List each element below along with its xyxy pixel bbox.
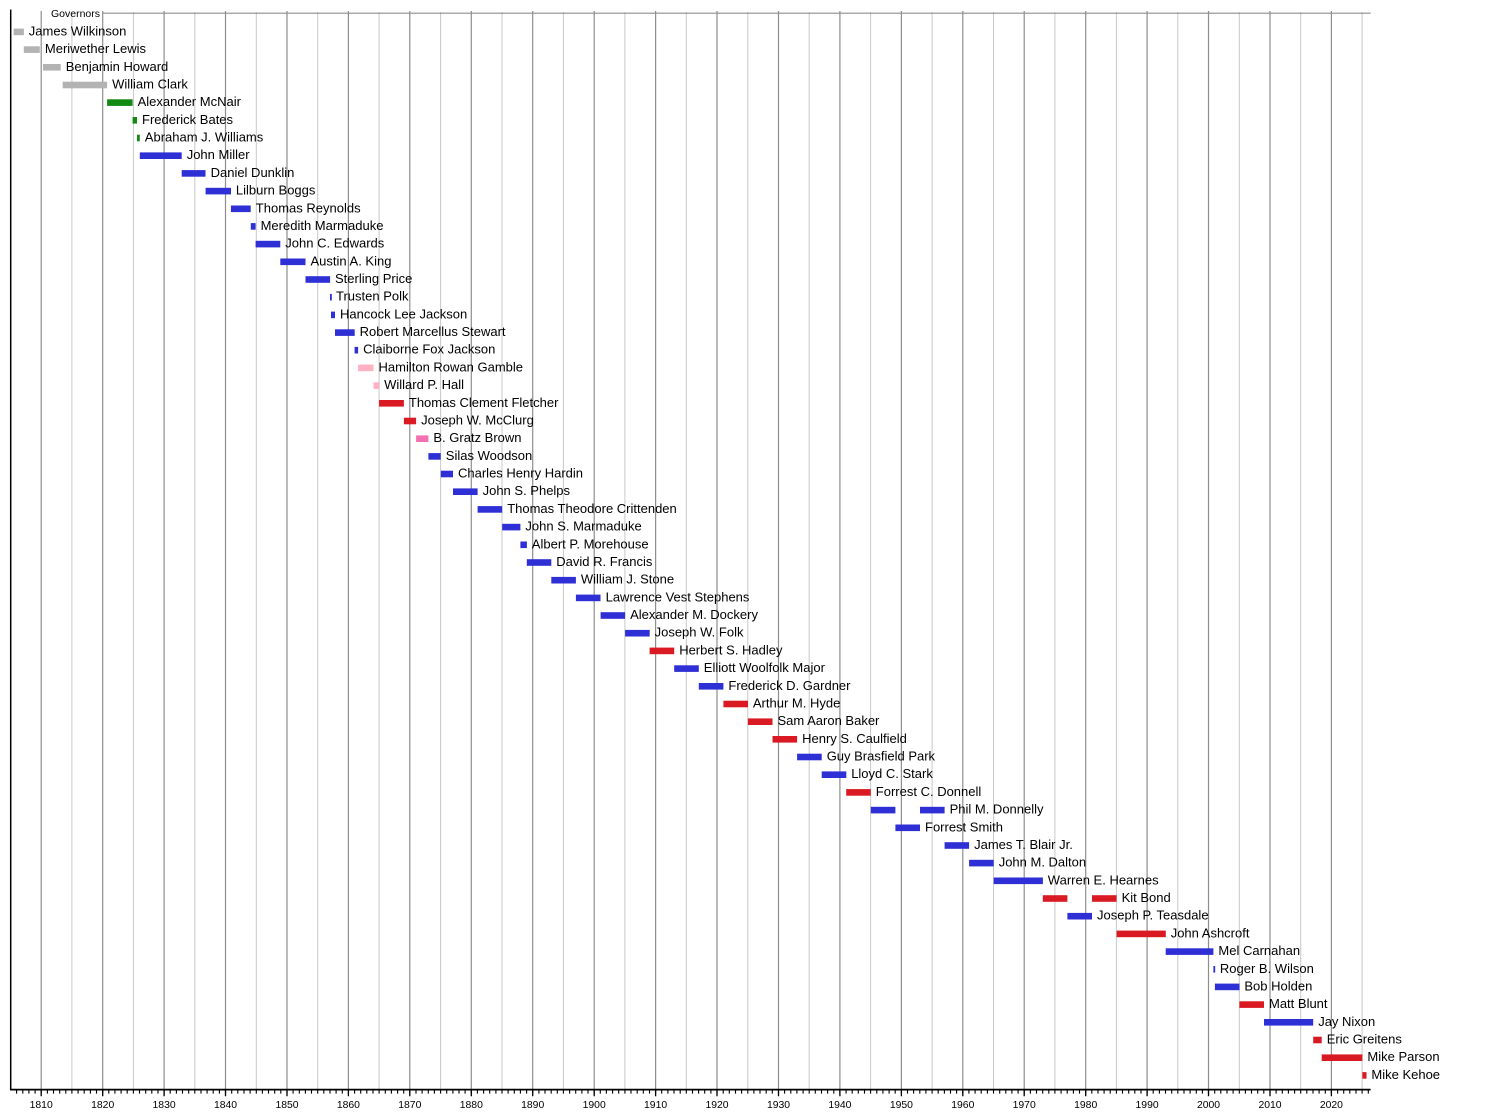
- svg-text:1840: 1840: [214, 1100, 237, 1110]
- svg-text:Alexander McNair: Alexander McNair: [138, 94, 242, 109]
- svg-text:John Ashcroft: John Ashcroft: [1171, 925, 1250, 940]
- svg-text:James T. Blair Jr.: James T. Blair Jr.: [974, 837, 1073, 852]
- svg-text:Trusten Polk: Trusten Polk: [336, 289, 409, 304]
- svg-text:1870: 1870: [398, 1100, 421, 1110]
- svg-text:2010: 2010: [1258, 1100, 1281, 1110]
- svg-text:1810: 1810: [30, 1100, 53, 1110]
- svg-text:John C. Edwards: John C. Edwards: [285, 236, 384, 251]
- svg-text:1930: 1930: [767, 1100, 790, 1110]
- svg-text:Forrest C. Donnell: Forrest C. Donnell: [876, 784, 982, 799]
- svg-text:Forrest Smith: Forrest Smith: [925, 819, 1003, 834]
- svg-text:Albert P. Morehouse: Albert P. Morehouse: [532, 536, 649, 551]
- svg-text:John Miller: John Miller: [187, 147, 251, 162]
- svg-text:Thomas Reynolds: Thomas Reynolds: [256, 200, 361, 215]
- svg-text:Meredith Marmaduke: Meredith Marmaduke: [261, 218, 384, 233]
- svg-text:1850: 1850: [275, 1100, 298, 1110]
- svg-text:1960: 1960: [951, 1100, 974, 1110]
- svg-text:1910: 1910: [644, 1100, 667, 1110]
- svg-text:Governors: Governors: [51, 8, 100, 20]
- svg-text:Frederick D. Gardner: Frederick D. Gardner: [728, 678, 851, 693]
- svg-text:Joseph W. McClurg: Joseph W. McClurg: [421, 413, 534, 428]
- svg-text:Phil M. Donnelly: Phil M. Donnelly: [950, 802, 1044, 817]
- svg-text:Claiborne Fox Jackson: Claiborne Fox Jackson: [363, 342, 495, 357]
- svg-text:Meriwether Lewis: Meriwether Lewis: [45, 41, 147, 56]
- svg-text:Benjamin Howard: Benjamin Howard: [66, 59, 169, 74]
- svg-text:William Clark: William Clark: [112, 77, 188, 92]
- svg-text:William J. Stone: William J. Stone: [581, 572, 674, 587]
- svg-text:Joseph P. Teasdale: Joseph P. Teasdale: [1097, 908, 1209, 923]
- svg-text:1940: 1940: [828, 1100, 851, 1110]
- svg-text:David R. Francis: David R. Francis: [556, 554, 653, 569]
- svg-text:Thomas Theodore Crittenden: Thomas Theodore Crittenden: [507, 501, 677, 516]
- svg-text:Lloyd C. Stark: Lloyd C. Stark: [851, 766, 933, 781]
- svg-text:1860: 1860: [337, 1100, 360, 1110]
- svg-text:1830: 1830: [153, 1100, 176, 1110]
- svg-text:Mike Kehoe: Mike Kehoe: [1371, 1067, 1440, 1082]
- svg-text:Daniel Dunklin: Daniel Dunklin: [211, 165, 295, 180]
- svg-text:Jay Nixon: Jay Nixon: [1318, 1014, 1375, 1029]
- svg-text:Hancock Lee Jackson: Hancock Lee Jackson: [340, 306, 467, 321]
- svg-text:1890: 1890: [521, 1100, 544, 1110]
- svg-text:Roger B. Wilson: Roger B. Wilson: [1220, 961, 1314, 976]
- svg-text:Charles Henry Hardin: Charles Henry Hardin: [458, 466, 583, 481]
- svg-text:Kit Bond: Kit Bond: [1122, 890, 1171, 905]
- svg-text:Frederick Bates: Frederick Bates: [142, 112, 234, 127]
- svg-text:Thomas Clement Fletcher: Thomas Clement Fletcher: [409, 395, 559, 410]
- svg-text:Henry S. Caulfield: Henry S. Caulfield: [802, 731, 907, 746]
- svg-text:Willard P. Hall: Willard P. Hall: [384, 377, 464, 392]
- svg-text:2020: 2020: [1320, 1100, 1343, 1110]
- svg-text:Mel Carnahan: Mel Carnahan: [1218, 943, 1300, 958]
- svg-text:Arthur M. Hyde: Arthur M. Hyde: [753, 696, 840, 711]
- svg-text:1980: 1980: [1074, 1100, 1097, 1110]
- svg-text:Mike Parson: Mike Parson: [1367, 1049, 1439, 1064]
- svg-text:Sterling Price: Sterling Price: [335, 271, 412, 286]
- svg-text:1900: 1900: [583, 1100, 606, 1110]
- svg-text:Sam Aaron Baker: Sam Aaron Baker: [778, 713, 881, 728]
- svg-text:Warren E. Hearnes: Warren E. Hearnes: [1048, 872, 1159, 887]
- svg-text:1820: 1820: [91, 1100, 114, 1110]
- svg-text:Guy Brasfield Park: Guy Brasfield Park: [827, 749, 936, 764]
- svg-text:James Wilkinson: James Wilkinson: [29, 23, 127, 38]
- svg-text:Robert Marcellus Stewart: Robert Marcellus Stewart: [360, 324, 506, 339]
- svg-text:Alexander M. Dockery: Alexander M. Dockery: [630, 607, 758, 622]
- svg-text:John S. Phelps: John S. Phelps: [483, 483, 571, 498]
- svg-text:1950: 1950: [890, 1100, 913, 1110]
- svg-text:Silas Woodson: Silas Woodson: [446, 448, 532, 463]
- svg-text:Hamilton Rowan Gamble: Hamilton Rowan Gamble: [379, 359, 524, 374]
- svg-text:Herbert S. Hadley: Herbert S. Hadley: [679, 642, 783, 657]
- svg-text:John M. Dalton: John M. Dalton: [999, 855, 1086, 870]
- svg-text:B. Gratz Brown: B. Gratz Brown: [433, 430, 521, 445]
- svg-text:Joseph W. Folk: Joseph W. Folk: [655, 625, 744, 640]
- svg-text:1990: 1990: [1136, 1100, 1159, 1110]
- svg-text:John S. Marmaduke: John S. Marmaduke: [525, 519, 641, 534]
- svg-text:Lawrence Vest Stephens: Lawrence Vest Stephens: [606, 589, 750, 604]
- svg-text:Matt Blunt: Matt Blunt: [1269, 996, 1328, 1011]
- svg-text:Lilburn Boggs: Lilburn Boggs: [236, 183, 316, 198]
- svg-text:Abraham J. Williams: Abraham J. Williams: [145, 130, 264, 145]
- svg-text:2000: 2000: [1197, 1100, 1220, 1110]
- svg-text:Bob Holden: Bob Holden: [1244, 978, 1312, 993]
- svg-text:Elliott Woolfolk Major: Elliott Woolfolk Major: [704, 660, 826, 675]
- svg-text:1920: 1920: [705, 1100, 728, 1110]
- svg-text:Eric Greitens: Eric Greitens: [1327, 1032, 1403, 1047]
- svg-text:Austin A. King: Austin A. King: [311, 253, 392, 268]
- svg-text:1880: 1880: [460, 1100, 483, 1110]
- svg-text:1970: 1970: [1013, 1100, 1036, 1110]
